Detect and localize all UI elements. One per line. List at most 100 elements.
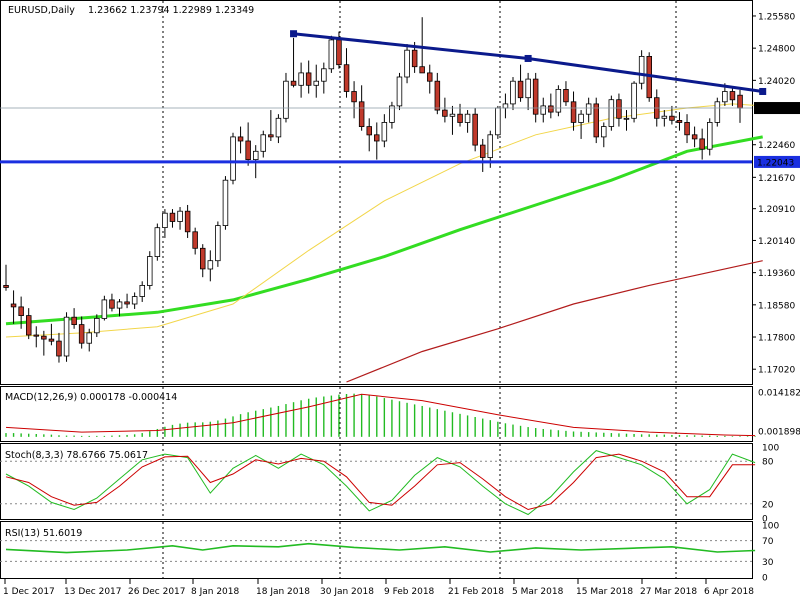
candle-bear [78, 324, 85, 344]
price-tag-current-text: 1.23349 [757, 105, 794, 115]
candle-bull [275, 117, 282, 138]
x-tick-label: 1 Dec 2017 [3, 587, 55, 597]
rsi-tick-label: 70 [762, 537, 774, 547]
x-tick-label: 9 Feb 2018 [384, 587, 435, 597]
candle-bear [268, 134, 274, 138]
candle-bear [737, 94, 743, 109]
candle-bull [487, 134, 493, 158]
candle-bear [56, 340, 62, 357]
candle-bull [146, 256, 153, 286]
candle-bear [71, 316, 77, 326]
candle-bear [593, 103, 600, 138]
candle-bull [578, 113, 584, 123]
candle-bull [714, 101, 721, 123]
candle-bull [313, 80, 319, 86]
y-tick-label: 1.24020 [758, 77, 795, 87]
candle-bull [540, 105, 547, 115]
candle-bear [616, 99, 622, 119]
candle-bull [707, 122, 713, 150]
candle-bull [86, 332, 93, 344]
ohlc-readout: 1.23662 1.23794 1.22989 1.23349 [88, 5, 254, 16]
candle-bull [321, 68, 327, 82]
candle-bear [351, 91, 357, 103]
candle-bear [563, 89, 569, 103]
candle-bear [676, 120, 683, 123]
candle-bear [199, 247, 206, 270]
candle-bear [373, 134, 380, 142]
price-tag-current [754, 102, 800, 115]
candle-bear [426, 72, 433, 82]
x-tick-label: 18 Jan 2018 [256, 587, 310, 597]
candle-bear [169, 212, 176, 222]
candle-bull [94, 317, 100, 334]
candle-bear [343, 64, 350, 92]
candle-bull [298, 72, 304, 86]
candle-bear [33, 334, 40, 337]
stoch-pane: 100 80 20 0 [0, 444, 779, 525]
macd-tick-label: 0.001898 [758, 427, 800, 437]
stoch-tick-label: 100 [762, 444, 779, 454]
candle-bull [131, 296, 138, 305]
y-tick-label: 1.18580 [758, 301, 795, 311]
candle-bear [411, 49, 418, 68]
candle-bull [495, 107, 501, 136]
candle-bear [472, 113, 478, 146]
stoch-tick-label: 80 [762, 458, 774, 468]
candle-bear [25, 315, 32, 336]
candle-bear [109, 299, 115, 309]
candle-bear [479, 144, 486, 158]
rsi-tick-label: 0 [762, 574, 768, 584]
rsi-line [5, 542, 756, 554]
ma-fast-line [5, 103, 763, 338]
candle-bear [358, 101, 365, 128]
candle-bull [464, 113, 471, 123]
candle-bull [623, 117, 630, 120]
candle-bull [283, 80, 289, 119]
candle-bull [162, 212, 168, 228]
x-tick-label: 13 Dec 2017 [64, 587, 122, 597]
rsi-tick-label: 30 [762, 558, 774, 568]
candle-bull [328, 39, 335, 70]
x-tick-label: 21 Feb 2018 [448, 587, 504, 597]
main-pane-frame [0, 0, 753, 385]
candle-bull [555, 89, 562, 113]
candle-bull [631, 82, 637, 119]
candle-bull [601, 126, 607, 138]
y-tick-label: 1.24800 [758, 45, 795, 55]
candle-bull [449, 113, 456, 117]
stoch-label: Stoch(8,3,3) 78.6766 75.0617 [5, 450, 148, 461]
candle-bull [396, 76, 403, 107]
y-tick-label: 1.19360 [758, 269, 795, 279]
candle-bear [442, 109, 448, 117]
candle-bull [154, 227, 161, 257]
candle-bear [336, 39, 342, 66]
candle-bear [570, 101, 577, 123]
candle-bull [585, 103, 592, 115]
candle-bear [245, 140, 251, 161]
x-tick-label: 6 Apr 2018 [704, 587, 754, 597]
candle-bear [3, 284, 9, 288]
candle-bull [116, 301, 123, 309]
candle-bear [691, 134, 698, 140]
y-tick-label: 1.22460 [758, 141, 795, 151]
macd-pane: 0.014182 0.001898 [5, 387, 800, 441]
candle-bear [184, 210, 191, 233]
candle-bull [638, 56, 645, 84]
candle-bear [10, 303, 17, 308]
candle-bull [207, 260, 214, 270]
candle-bull [252, 150, 259, 161]
candle-bull [381, 122, 388, 142]
ma-slow-line [346, 260, 763, 383]
rsi-pane: 100 70 30 0 [0, 522, 779, 584]
candle-bull [661, 115, 668, 119]
macd-tick-label: 0.014182 [758, 389, 800, 399]
candle-bull [502, 103, 509, 109]
x-tick-label: 5 Mar 2018 [512, 587, 564, 597]
ma-mid-line [5, 135, 763, 326]
candle-bull [525, 78, 531, 99]
candle-bull [215, 225, 221, 262]
y-tick-label: 1.25580 [758, 12, 795, 22]
candle-bull [389, 105, 395, 123]
stoch-k-line [5, 450, 756, 516]
x-tick-label: 27 Mar 2018 [640, 587, 697, 597]
